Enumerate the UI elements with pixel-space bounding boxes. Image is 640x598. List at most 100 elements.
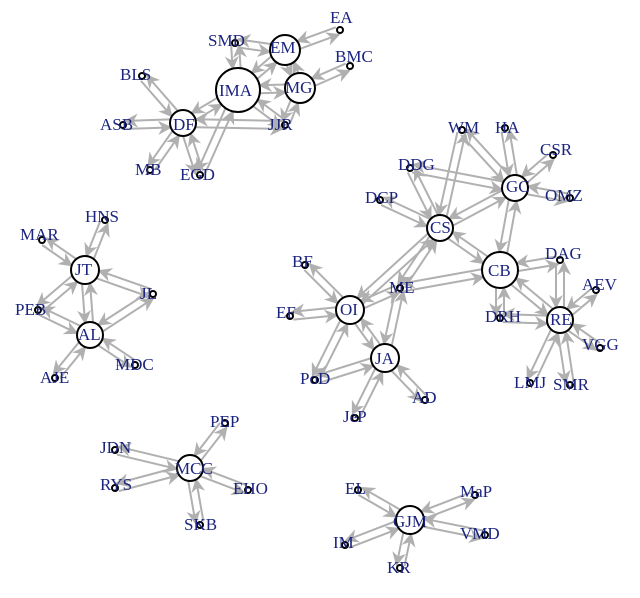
edge [507,206,516,253]
edge [151,131,172,161]
node-label-AJE: AJE [40,368,69,387]
node-label-ME: ME [389,278,415,297]
edge [408,172,429,213]
edge [417,173,438,214]
node-label-IM: IM [333,533,354,552]
node-label-EL: EL [345,479,366,498]
edge [265,84,285,85]
edge [461,135,500,177]
edge [41,276,71,302]
edge [260,93,280,94]
edge [284,100,290,116]
node-label-MAR: MAR [20,225,59,244]
edge [457,235,488,256]
edge [287,65,289,70]
edge [57,343,79,370]
node-label-PEB: PEB [15,300,46,319]
edge [82,284,85,317]
edge [502,132,509,171]
node-label-EA: EA [330,8,353,27]
edge [398,533,404,559]
node-label-JDN: JDN [100,438,131,457]
edge [530,330,551,374]
node-label-CSR: CSR [540,140,573,159]
node-label-MDC: MDC [115,355,154,374]
node-label-DCP: DCP [365,188,398,207]
edge [381,205,422,224]
node-label-LMJ: LMJ [514,373,547,392]
node-label-EHO: EHO [233,479,268,498]
node-label-MaP: MaP [460,482,492,501]
node-label-OI: OI [340,300,358,319]
network-graph: EASMDEMBMCBLSIMAMGASBDFJJRMBEGDWMHACSRDD… [0,0,640,598]
edge [298,307,336,311]
node-label-RE: RE [550,310,572,329]
node-label-PoD: PoD [300,369,330,388]
node-label-EGD: EGD [180,165,215,184]
edge [367,491,400,510]
edge [42,245,67,262]
node-label-SMR: SMR [553,375,590,394]
node-label-RYS: RYS [100,475,132,494]
node-label-JT: JT [75,260,93,279]
edge [527,163,549,182]
edge [243,40,270,44]
edge [90,289,93,322]
node-label-VMD: VMD [460,524,500,543]
node-label-HA: HA [495,118,520,137]
node-label-GJM: GJM [393,512,427,531]
node-label-JeP: JeP [343,407,367,426]
edge [47,310,80,326]
edge [500,200,509,247]
node-label-KR: KR [387,558,411,577]
node-label-BLS: BLS [120,65,151,84]
edge [97,278,144,295]
node-label-CB: CB [488,261,511,280]
node-EA [337,27,343,33]
edge [425,502,469,519]
edge [293,316,331,320]
node-label-SKB: SKB [184,515,217,534]
edge [518,265,552,271]
edge [43,285,73,311]
node-label-MB: MB [135,160,161,179]
edge [510,135,517,174]
edge [201,432,223,460]
node-label-EF: EF [276,303,296,322]
node-label-DDG: DDG [398,155,435,174]
edge [131,119,170,120]
edge [256,57,271,70]
edge [558,333,565,377]
node-label-DAG: DAG [545,244,582,263]
node-label-VGG: VGG [582,335,619,354]
node-label-AD: AD [412,388,437,407]
node-label-ASB: ASB [100,115,133,134]
node-label-SMD: SMD [208,31,245,50]
node-label-DRH: DRH [485,307,521,326]
edge [188,481,194,517]
edge [448,239,479,260]
edge [355,369,375,409]
edge [351,521,395,538]
node-label-HNS: HNS [85,207,119,226]
node-label-JJR: JJR [268,115,293,134]
edge [240,51,241,68]
edge [349,531,393,548]
node-label-BF: BF [292,252,313,271]
node-label-EM: EM [270,38,296,57]
node-label-WM: WM [448,118,479,137]
node-label-MG: MG [285,78,312,97]
node-label-AEV: AEV [582,275,618,294]
node-label-IMA: IMA [219,81,253,100]
node-label-GC: GC [506,177,530,196]
edge [196,127,277,129]
edge [257,66,272,79]
node-label-OMZ: OMZ [545,186,583,205]
edge [296,67,298,72]
edge [407,269,481,282]
node-label-JL: JL [140,284,157,303]
edge [183,137,193,169]
node-label-DF: DF [173,115,195,134]
node-label-MCC: MCC [175,459,213,478]
edge [404,278,478,291]
